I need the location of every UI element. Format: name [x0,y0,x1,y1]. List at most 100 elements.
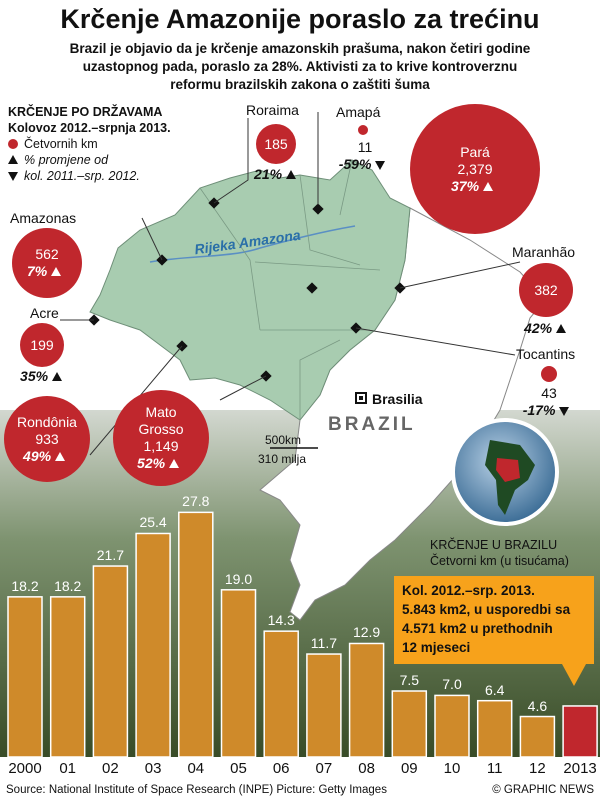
state-value: 562 [35,246,59,262]
state-name-rondonia: Rondônia [17,413,77,430]
bar-value-label: 7.0 [442,676,462,693]
callout-line: 4.571 km2 u prethodnih [402,621,553,636]
state-name-mato: Mato [145,404,177,420]
x-tick-label: 10 [443,760,461,777]
chart-unit: Četvorni km (u tisućama) [430,554,569,568]
chart-title-block: KRČENJE U BRAZILU Četvorni km (u tisućam… [430,537,600,569]
x-tick-label: 04 [187,760,205,777]
triangle-down-icon [375,161,386,170]
x-tick-label: 12 [529,760,546,777]
bar-value-label: 18.2 [11,577,39,594]
change-value: -17% [522,402,556,418]
x-tick-label: 08 [358,760,375,777]
leader-lines [60,112,521,456]
bar-11 [476,699,513,758]
triangle-up-icon [285,170,296,179]
capital-marker [355,392,367,404]
map-legend: KRČENJE PO DRŽAVAMA Kolovoz 2012.–srpnja… [8,104,238,184]
bar-06 [263,630,299,758]
chart-title: KRČENJE U BRAZILU [430,538,558,552]
amazon-river [149,225,356,263]
state-value: 185 [264,135,288,152]
callout-line: 5.843 km2, u usporedbi sa [402,602,571,617]
bar-value-label: 19.0 [224,570,253,587]
legend-period: Kolovoz 2012.–srpnja 2013. [8,121,171,135]
change-row: 49% [23,448,71,465]
x-tick-label: 05 [230,760,247,777]
state-name-para: Pará [460,143,490,160]
bar-value-label: 4.6 [527,697,548,714]
x-tick-label: 03 [144,760,162,777]
state-name-maranhao: Maranhão [512,244,576,260]
bar-01 [49,596,86,758]
bar-10 [434,694,470,758]
state-name-acre: Acre [30,305,59,321]
bar-value-label: 12.9 [352,624,381,641]
state-circle-rondonia: Rondônia 933 49% [4,396,90,482]
axis-strip [0,757,600,803]
bar-08 [348,642,385,758]
state-value: 933 [35,430,59,447]
change-value: -59% [338,156,372,172]
state-circle-amapa [358,125,368,135]
state-name-amazonas: Amazonas [10,210,77,226]
bar-2000 [7,596,43,758]
state-name-grosso: Grosso [138,421,184,437]
bar-value-label: 11.7 [310,635,337,652]
subtitle-line: reformu brazilskih zakona o zaštiti šuma [170,77,430,92]
change-row: 37% [451,178,499,195]
source-credit: Source: National Institute of Space Rese… [6,784,387,796]
page-title: Krčenje Amazonije poraslo za trećinu [60,4,540,34]
subtitle-line: uzastopnog pada, poraslo za 28%. Aktivis… [82,59,518,74]
triangle-up-icon [555,324,566,333]
state-name-roraima: Roraima [246,102,299,118]
triangle-up-icon [482,181,493,191]
amazon-region [89,159,411,421]
triangle-up-icon [51,267,62,276]
state-change-tocantins: 43 -17% [519,385,579,419]
state-borders [199,159,381,420]
change-value: 49% [23,447,52,464]
callout-line: 12 mjeseci [402,640,471,655]
country-label: BRAZIL [328,414,416,435]
red-dot-icon [8,139,18,149]
change-row: 7% [27,263,67,280]
callout-pointer [562,664,586,686]
bar-value-label: 14.3 [267,612,295,629]
bar-value-label: 6.4 [484,681,505,698]
state-circle-roraima: 185 [256,124,296,164]
state-change-maranhao: 42% [516,320,580,337]
state-change-acre: 35% [14,368,74,385]
bar-09 [391,690,428,758]
bar-2013 [562,705,598,758]
state-value: 2,379 [457,160,493,177]
page-subtitle: Brazil je objavio da je krčenje amazonsk… [20,40,580,94]
x-tick-label: 2000 [8,760,42,777]
bar-value-label: 7.5 [399,672,420,688]
publisher-credit: © GRAPHIC NEWS [492,784,594,796]
triangle-up-icon [54,451,65,461]
state-name-amapa: Amapá [336,104,381,120]
bar-value-label: 21.7 [96,547,125,564]
state-circle-para: Pará 2,379 37% [410,104,540,234]
state-value: 382 [534,281,558,298]
subtitle-line: Brazil je objavio da je krčenje amazonsk… [69,41,531,56]
capital-label: Brasilia [372,391,423,407]
state-change-amapa: 11 -59% [335,139,395,173]
scale-mi: 310 milja [258,452,307,466]
state-value: 199 [30,336,54,353]
change-value: 35% [20,368,49,384]
change-row: 52% [137,455,185,472]
bar-02 [92,565,129,758]
state-value: 1,149 [143,438,179,454]
bar-07 [306,653,342,758]
state-circle-mato-grosso: Mato Grosso 1,149 52% [113,390,209,486]
bar-12 [519,715,556,758]
legend-unit: Četvornih km [24,137,98,151]
legend-change-period: kol. 2011.–srp. 2012. [24,169,140,183]
callout-box: Kol. 2012.–srp. 2013. 5.843 km2, u uspor… [394,576,594,664]
change-value: 37% [451,177,480,194]
triangle-up-icon [168,459,179,468]
state-circle-tocantins [541,366,557,382]
x-tick-label: 01 [59,760,77,777]
